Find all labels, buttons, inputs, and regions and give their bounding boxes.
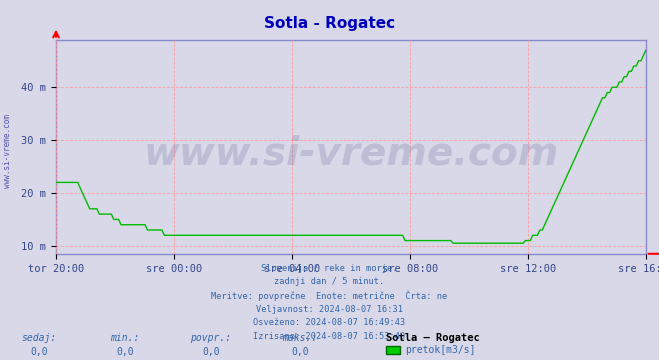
Text: pretok[m3/s]: pretok[m3/s]: [405, 345, 476, 355]
Text: zadnji dan / 5 minut.: zadnji dan / 5 minut.: [274, 277, 385, 286]
Text: 0,0: 0,0: [291, 347, 308, 357]
Text: Meritve: povprečne  Enote: metrične  Črta: ne: Meritve: povprečne Enote: metrične Črta:…: [212, 291, 447, 301]
Text: Slovenija / reke in morje.: Slovenija / reke in morje.: [261, 264, 398, 273]
Text: maks.:: maks.:: [282, 333, 318, 343]
Text: sedaj:: sedaj:: [22, 333, 57, 343]
Text: Sotla - Rogatec: Sotla - Rogatec: [264, 16, 395, 31]
Text: Izrisano: 2024-08-07 16:53:40: Izrisano: 2024-08-07 16:53:40: [253, 332, 406, 341]
Text: min.:: min.:: [111, 333, 140, 343]
Text: Sotla – Rogatec: Sotla – Rogatec: [386, 333, 479, 343]
Text: www.si-vreme.com: www.si-vreme.com: [3, 114, 13, 188]
Text: Osveženo: 2024-08-07 16:49:43: Osveženo: 2024-08-07 16:49:43: [253, 318, 406, 327]
Text: www.si-vreme.com: www.si-vreme.com: [143, 134, 559, 172]
Text: Veljavnost: 2024-08-07 16:31: Veljavnost: 2024-08-07 16:31: [256, 305, 403, 314]
Text: 0,0: 0,0: [31, 347, 48, 357]
Text: povpr.:: povpr.:: [190, 333, 231, 343]
Text: 0,0: 0,0: [117, 347, 134, 357]
Text: 0,0: 0,0: [202, 347, 219, 357]
